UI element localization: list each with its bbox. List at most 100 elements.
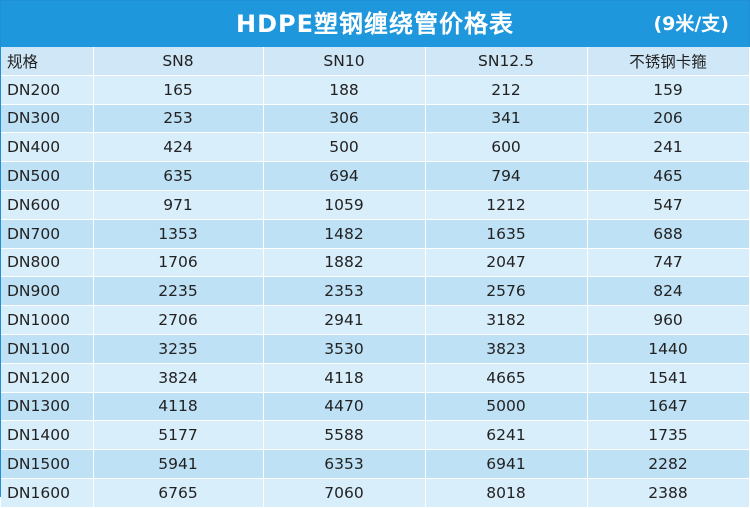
cell-sn8: 1706 [93,248,264,278]
cell-clamp: 241 [587,132,750,163]
cell-sn10: 5588 [263,420,426,451]
cell-sn12-5: 2047 [425,248,588,278]
cell-sn12-5: 8018 [425,478,588,508]
table-row: DN1500 5941 6353 6941 2282 [1,449,750,479]
cell-sn10: 3530 [263,334,426,364]
cell-sn8: 6765 [93,478,264,508]
cell-clamp: 747 [587,248,750,278]
cell-sn12-5: 6241 [425,420,588,451]
table-row: DN1100 3235 3530 3823 1440 [1,334,750,364]
cell-sn8: 635 [93,161,264,191]
cell-sn10: 306 [263,104,426,134]
column-header-sn12-5: SN12.5 [425,47,588,76]
cell-sn8: 2706 [93,305,264,335]
column-header-sn8: SN8 [93,47,264,76]
cell-spec: DN1400 [1,420,94,451]
cell-sn10: 1059 [263,190,426,220]
cell-clamp: 206 [587,104,750,134]
cell-sn12-5: 1635 [425,219,588,249]
table-row: DN500 635 694 794 465 [1,161,750,191]
cell-sn8: 424 [93,132,264,163]
cell-sn12-5: 2576 [425,276,588,307]
cell-sn12-5: 1212 [425,190,588,220]
table-row: DN1000 2706 2941 3182 960 [1,305,750,335]
column-header-spec: 规格 [1,47,94,76]
header-row: 规格 SN8 SN10 SN12.5 不锈钢卡箍 [1,47,750,76]
cell-spec: DN1600 [1,478,94,508]
cell-clamp: 1440 [587,334,750,364]
cell-spec: DN300 [1,104,94,134]
cell-spec: DN400 [1,132,94,163]
table-row: DN600 971 1059 1212 547 [1,190,750,220]
cell-sn8: 4118 [93,392,264,422]
cell-sn12-5: 6941 [425,449,588,479]
cell-spec: DN1200 [1,363,94,393]
cell-clamp: 824 [587,276,750,307]
table-body: DN200 165 188 212 159 DN300 253 306 341 206 DN400 4… [1,75,750,508]
cell-spec: DN200 [1,75,94,105]
cell-sn10: 2353 [263,276,426,307]
column-header-clamp: 不锈钢卡箍 [587,47,750,76]
cell-clamp: 1647 [587,392,750,422]
cell-sn8: 971 [93,190,264,220]
table-row: DN400 424 500 600 241 [1,132,750,163]
cell-sn10: 7060 [263,478,426,508]
cell-spec: DN700 [1,219,94,249]
table-row: DN1200 3824 4118 4665 1541 [1,363,750,393]
cell-sn10: 500 [263,132,426,163]
column-header-sn10: SN10 [263,47,426,76]
cell-sn12-5: 212 [425,75,588,105]
table-row: DN1600 6765 7060 8018 2388 [1,478,750,508]
table-row: DN1300 4118 4470 5000 1647 [1,392,750,422]
cell-sn10: 6353 [263,449,426,479]
cell-clamp: 547 [587,190,750,220]
price-table: 规格 SN8 SN10 SN12.5 不锈钢卡箍 DN200 165 188 212 1… [1,47,750,508]
table-row: DN300 253 306 341 206 [1,104,750,134]
cell-sn10: 4470 [263,392,426,422]
cell-sn8: 3235 [93,334,264,364]
cell-sn10: 4118 [263,363,426,393]
cell-sn12-5: 794 [425,161,588,191]
cell-sn10: 188 [263,75,426,105]
table-row: DN800 1706 1882 2047 747 [1,248,750,278]
cell-spec: DN1000 [1,305,94,335]
table-row: DN900 2235 2353 2576 824 [1,276,750,307]
cell-spec: DN1100 [1,334,94,364]
cell-clamp: 688 [587,219,750,249]
cell-clamp: 1735 [587,420,750,451]
cell-sn8: 165 [93,75,264,105]
cell-clamp: 465 [587,161,750,191]
cell-spec: DN1500 [1,449,94,479]
table-row: DN700 1353 1482 1635 688 [1,219,750,249]
cell-sn8: 5941 [93,449,264,479]
page-title: HDPE塑钢缠绕管价格表 [236,10,514,38]
cell-spec: DN500 [1,161,94,191]
cell-sn10: 1482 [263,219,426,249]
table-row: DN200 165 188 212 159 [1,75,750,105]
cell-sn8: 253 [93,104,264,134]
cell-clamp: 2388 [587,478,750,508]
cell-sn8: 2235 [93,276,264,307]
cell-sn8: 1353 [93,219,264,249]
unit-label: (9米/支) [653,13,729,35]
cell-clamp: 960 [587,305,750,335]
cell-sn12-5: 600 [425,132,588,163]
cell-spec: DN900 [1,276,94,307]
cell-clamp: 2282 [587,449,750,479]
cell-sn10: 1882 [263,248,426,278]
cell-sn10: 694 [263,161,426,191]
title-bar: HDPE塑钢缠绕管价格表 (9米/支) [1,1,749,47]
cell-sn8: 3824 [93,363,264,393]
cell-sn12-5: 4665 [425,363,588,393]
cell-sn12-5: 341 [425,104,588,134]
cell-spec: DN1300 [1,392,94,422]
cell-sn10: 2941 [263,305,426,335]
cell-sn12-5: 3823 [425,334,588,364]
cell-clamp: 159 [587,75,750,105]
table-row: DN1400 5177 5588 6241 1735 [1,420,750,451]
cell-sn12-5: 3182 [425,305,588,335]
cell-spec: DN800 [1,248,94,278]
cell-sn12-5: 5000 [425,392,588,422]
cell-spec: DN600 [1,190,94,220]
